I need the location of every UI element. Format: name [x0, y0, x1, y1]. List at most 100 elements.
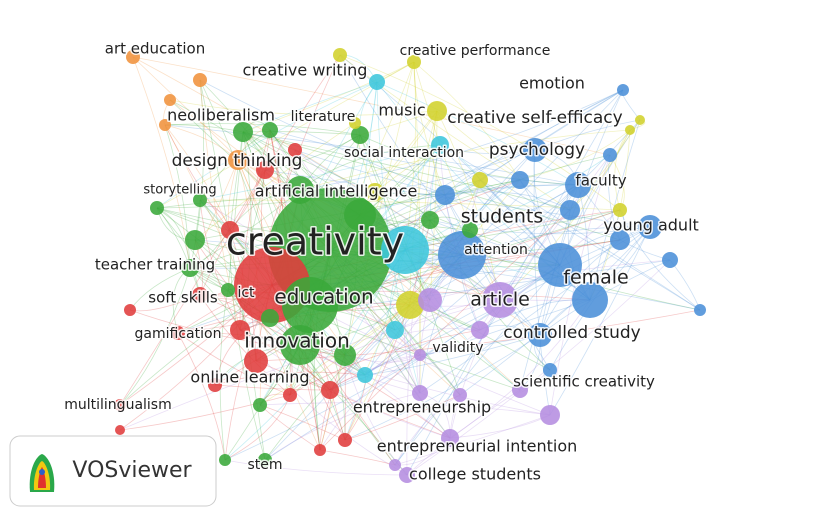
node: [512, 382, 528, 398]
edge: [413, 61, 521, 181]
edge: [319, 354, 346, 451]
node: [357, 367, 373, 383]
node: [528, 323, 552, 347]
node: [613, 203, 627, 217]
node: [523, 138, 547, 162]
edge: [419, 226, 651, 394]
node-label: controlled study: [503, 323, 640, 343]
edge: [264, 169, 651, 228]
node: [333, 48, 347, 62]
node: [193, 193, 207, 207]
labels: art education creative performance creativ…: [63, 38, 701, 485]
node: [399, 467, 415, 483]
node: [418, 288, 442, 312]
edge: [436, 110, 501, 301]
edge: [289, 329, 481, 396]
node-label: faculty: [575, 172, 626, 190]
edge: [294, 149, 501, 301]
edge: [364, 184, 579, 376]
edge: [394, 264, 561, 466]
node: [540, 405, 560, 425]
edge: [189, 159, 239, 269]
edge: [429, 110, 438, 301]
node: [482, 282, 518, 318]
node: [115, 425, 125, 435]
edge: [132, 56, 191, 269]
node-label: entrepreneurial intention: [377, 437, 578, 456]
node: [193, 73, 207, 87]
edge: [156, 81, 378, 209]
node: [543, 363, 557, 377]
node: [381, 226, 429, 274]
edge: [199, 199, 241, 331]
node: [572, 282, 608, 318]
node-label: art education: [105, 40, 205, 58]
edge: [539, 239, 621, 336]
edge: [242, 131, 571, 211]
edge: [429, 149, 536, 301]
edge: [227, 169, 266, 291]
node-label: creative self-efficacy: [447, 108, 622, 128]
node-label: college students: [409, 465, 541, 484]
edge: [436, 110, 571, 211]
node-label: gamification: [135, 326, 222, 342]
node-label: creative writing: [243, 61, 368, 80]
node-label: attention: [464, 242, 528, 258]
node: [625, 125, 635, 135]
edge: [194, 122, 356, 241]
edge: [214, 317, 271, 386]
edge: [444, 191, 571, 211]
node-label: scientific creativity: [513, 373, 655, 391]
edge: [214, 371, 366, 386]
node-label: validity: [432, 340, 483, 356]
edge: [227, 131, 244, 291]
edge: [519, 89, 624, 391]
node: [472, 172, 488, 188]
node: [338, 433, 352, 447]
node: [185, 230, 205, 250]
node-label: female: [563, 267, 629, 289]
node-label: teacher training: [95, 256, 215, 274]
node-label: literature: [291, 109, 356, 125]
edge: [264, 134, 361, 171]
edge: [344, 334, 541, 441]
node: [283, 388, 297, 402]
edge: [374, 149, 536, 193]
edge: [132, 56, 611, 156]
node: [421, 211, 439, 229]
edge: [119, 267, 191, 406]
node: [462, 222, 478, 238]
edge: [242, 131, 561, 266]
node-label: soft skills: [148, 289, 218, 307]
edge: [404, 154, 611, 251]
edge: [177, 332, 346, 356]
node-label: entrepreneurship: [353, 398, 491, 417]
edge: [409, 110, 438, 306]
node: [262, 122, 278, 138]
node: [258, 453, 272, 467]
edge: [364, 334, 541, 376]
edge: [413, 61, 501, 301]
node-label: psychology: [489, 140, 585, 160]
node: [256, 161, 274, 179]
node: [431, 136, 449, 154]
node: [412, 385, 428, 401]
node: [603, 148, 617, 162]
nodes: [114, 48, 706, 483]
node: [471, 321, 489, 339]
edge: [569, 129, 631, 211]
logo: VOSviewer: [9, 435, 217, 507]
node: [221, 283, 235, 297]
edge: [156, 207, 201, 296]
node: [159, 119, 171, 131]
node: [219, 454, 231, 466]
edge: [199, 294, 291, 396]
node-label: music: [378, 101, 425, 120]
node: [389, 459, 401, 471]
node-label: young adult: [603, 216, 699, 235]
edge: [449, 299, 501, 439]
node: [414, 349, 426, 361]
node: [694, 304, 706, 316]
node: [344, 199, 376, 231]
node: [192, 287, 208, 303]
